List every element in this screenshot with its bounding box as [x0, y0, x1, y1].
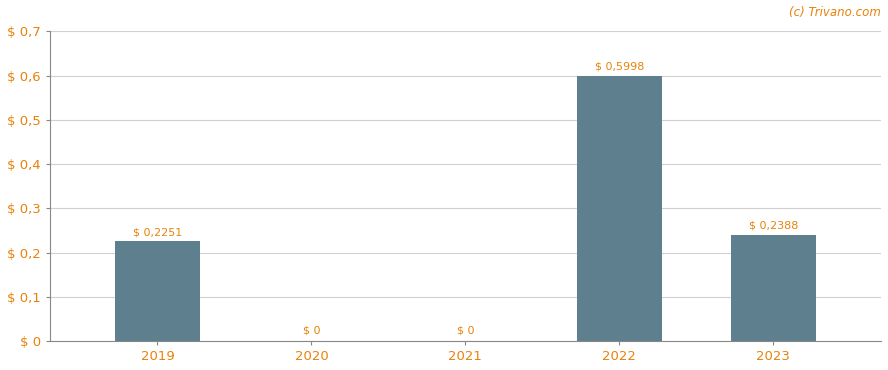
Bar — [115, 242, 200, 341]
Text: $ 0: $ 0 — [456, 325, 474, 335]
Bar — [731, 235, 815, 341]
Text: (c) Trivano.com: (c) Trivano.com — [789, 6, 881, 19]
Text: $ 0,2388: $ 0,2388 — [749, 221, 798, 231]
Bar — [577, 76, 662, 341]
Text: $ 0,2251: $ 0,2251 — [133, 227, 182, 237]
Text: $ 0,5998: $ 0,5998 — [595, 61, 644, 71]
Text: $ 0: $ 0 — [303, 325, 321, 335]
